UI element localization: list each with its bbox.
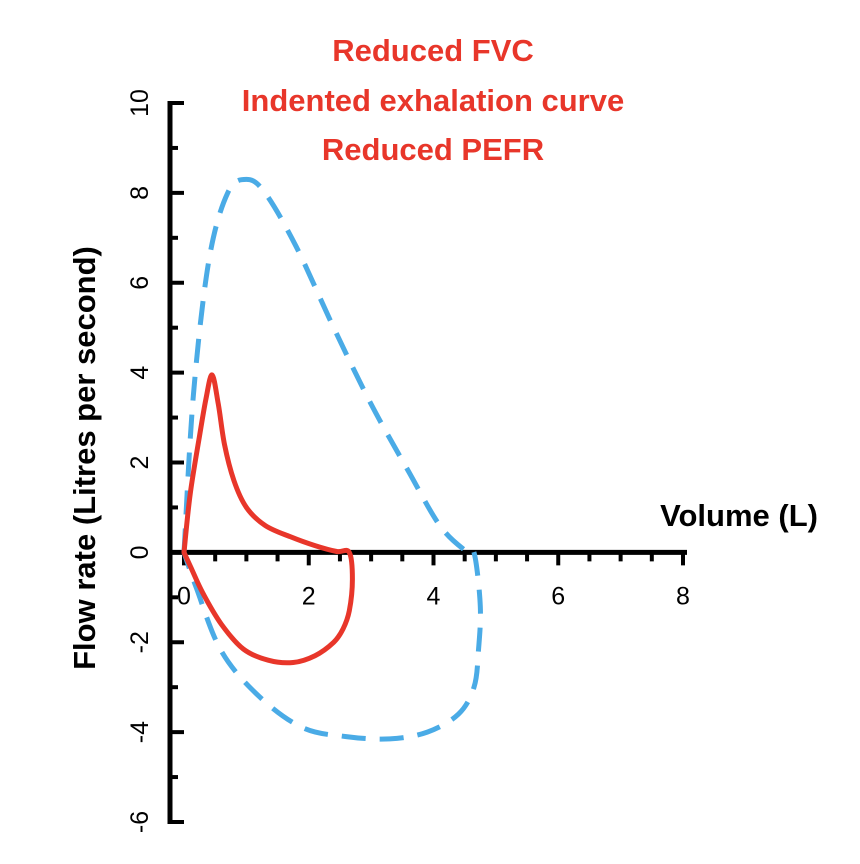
x-tick-label: 4	[427, 582, 441, 610]
title-line-1: Reduced FVC	[332, 33, 534, 68]
y-axis-label: Flow rate (Litres per second)	[67, 246, 102, 670]
x-tick-label: 2	[302, 582, 316, 610]
title-line-3: Reduced PEFR	[322, 132, 544, 167]
x-tick-label: 8	[676, 582, 690, 610]
series-lines	[181, 176, 483, 742]
y-tick-label: -4	[126, 721, 154, 743]
y-tick-label: -2	[126, 631, 154, 653]
y-tick-label: 2	[126, 456, 154, 470]
axes	[167, 101, 687, 824]
y-tick-label: -6	[126, 811, 154, 833]
y-tick-label: 8	[126, 186, 154, 200]
y-tick-label: 4	[126, 366, 154, 380]
title-line-2: Indented exhalation curve	[242, 83, 624, 118]
y-axis-ticks: -6 -4 -2 0 2 4 6 8 10	[126, 89, 184, 833]
x-axis-label: Volume (L)	[660, 498, 818, 533]
series-reduced-curve	[181, 372, 355, 666]
chart-title: Reduced FVC Indented exhalation curve Re…	[242, 33, 624, 167]
y-tick-label: 6	[126, 276, 154, 290]
x-tick-label: 6	[551, 582, 565, 610]
x-tick-label: 0	[177, 582, 191, 610]
x-axis-ticks: 0 2 4 6 8	[177, 552, 690, 610]
y-tick-label: 0	[126, 545, 154, 559]
y-tick-label: 10	[126, 89, 154, 117]
series-normal-curve	[181, 176, 483, 742]
